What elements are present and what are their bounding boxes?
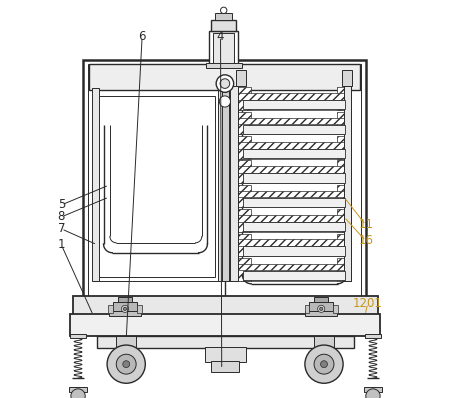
Bar [73,296,378,316]
Bar [243,149,345,158]
Bar [337,234,351,256]
Bar [337,209,351,232]
Bar [238,264,351,271]
Text: 6: 6 [138,30,146,43]
Bar [137,305,142,313]
Bar [337,87,351,110]
Bar [109,311,141,316]
Bar [206,63,241,68]
Circle shape [71,389,85,398]
Bar [337,258,351,281]
Bar [337,160,351,183]
Bar [342,70,352,86]
Bar [238,166,351,173]
Bar [116,336,136,347]
Text: 1201: 1201 [353,297,383,310]
Text: 5: 5 [58,199,65,211]
Bar [337,136,351,159]
Bar [238,93,351,100]
Bar [238,258,251,281]
Bar [238,160,251,183]
Bar [238,117,351,124]
Bar [71,334,86,338]
Circle shape [121,305,129,312]
Text: 4: 4 [217,30,224,43]
Bar [243,246,345,256]
Bar [305,311,337,316]
Bar [88,64,361,306]
Bar [218,86,232,281]
Circle shape [220,79,230,88]
Bar [238,136,251,159]
Bar [238,142,351,148]
Bar [243,198,345,207]
Bar [238,185,251,207]
Bar [97,336,354,348]
Bar [212,20,236,31]
Bar [236,70,246,86]
Bar [92,88,99,281]
Bar [238,239,351,246]
Bar [238,215,351,222]
Circle shape [216,75,234,92]
Circle shape [107,345,145,383]
Bar [243,271,345,280]
Bar [108,305,113,313]
Bar [344,86,351,281]
Bar [238,87,251,110]
Circle shape [314,354,334,374]
Bar [93,88,218,281]
Circle shape [321,361,328,368]
Bar [71,314,380,336]
Bar [213,33,234,64]
Bar [215,13,232,20]
Bar [238,234,251,256]
Circle shape [221,7,227,14]
Circle shape [320,307,323,310]
Circle shape [318,305,325,312]
Bar [243,100,345,109]
Circle shape [305,345,343,383]
Bar [208,31,238,64]
Circle shape [116,354,136,374]
Text: 7: 7 [58,222,65,235]
Bar [118,297,132,302]
Bar [337,185,351,207]
Bar [333,305,338,313]
Bar [314,336,334,347]
Circle shape [123,307,126,310]
Bar [212,361,239,372]
Bar [309,302,333,311]
Bar [314,297,328,302]
Bar [243,222,345,231]
Circle shape [123,361,130,368]
Bar [69,387,87,392]
Bar [89,64,360,90]
Text: 1: 1 [58,238,65,251]
Bar [366,334,381,338]
Bar [83,60,366,310]
Text: 8: 8 [58,211,65,223]
Bar [337,112,351,134]
Bar [238,112,251,134]
Bar [113,302,137,311]
Circle shape [366,389,380,398]
Bar [231,86,238,281]
Bar [222,86,229,281]
Bar [97,96,215,277]
Bar [243,173,345,183]
Text: 11: 11 [358,219,373,231]
Bar [238,191,351,197]
Bar [238,209,251,232]
Bar [243,125,345,134]
Bar [304,305,309,313]
Text: 16: 16 [358,234,373,247]
Circle shape [219,96,231,107]
Bar [205,347,246,362]
Bar [364,387,382,392]
